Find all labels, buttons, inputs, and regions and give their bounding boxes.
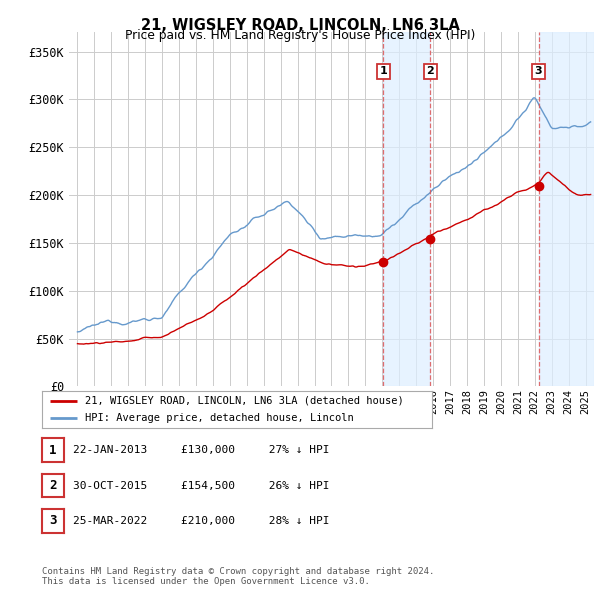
Text: 21, WIGSLEY ROAD, LINCOLN, LN6 3LA (detached house): 21, WIGSLEY ROAD, LINCOLN, LN6 3LA (deta… [85,396,404,405]
Text: 21, WIGSLEY ROAD, LINCOLN, LN6 3LA: 21, WIGSLEY ROAD, LINCOLN, LN6 3LA [140,18,460,32]
Text: HPI: Average price, detached house, Lincoln: HPI: Average price, detached house, Linc… [85,414,353,424]
Text: 2: 2 [49,479,56,492]
Bar [383,32,430,386]
Bar [539,32,594,386]
Text: 1: 1 [49,444,56,457]
Text: 22-JAN-2013     £130,000     27% ↓ HPI: 22-JAN-2013 £130,000 27% ↓ HPI [73,445,329,455]
Text: 3: 3 [535,67,542,76]
Text: 30-OCT-2015     £154,500     26% ↓ HPI: 30-OCT-2015 £154,500 26% ↓ HPI [73,481,329,490]
Text: 3: 3 [49,514,56,527]
Text: 25-MAR-2022     £210,000     28% ↓ HPI: 25-MAR-2022 £210,000 28% ↓ HPI [73,516,329,526]
Text: Contains HM Land Registry data © Crown copyright and database right 2024.
This d: Contains HM Land Registry data © Crown c… [42,567,434,586]
Text: 1: 1 [379,67,387,76]
Text: Price paid vs. HM Land Registry's House Price Index (HPI): Price paid vs. HM Land Registry's House … [125,30,475,42]
Text: 2: 2 [427,67,434,76]
